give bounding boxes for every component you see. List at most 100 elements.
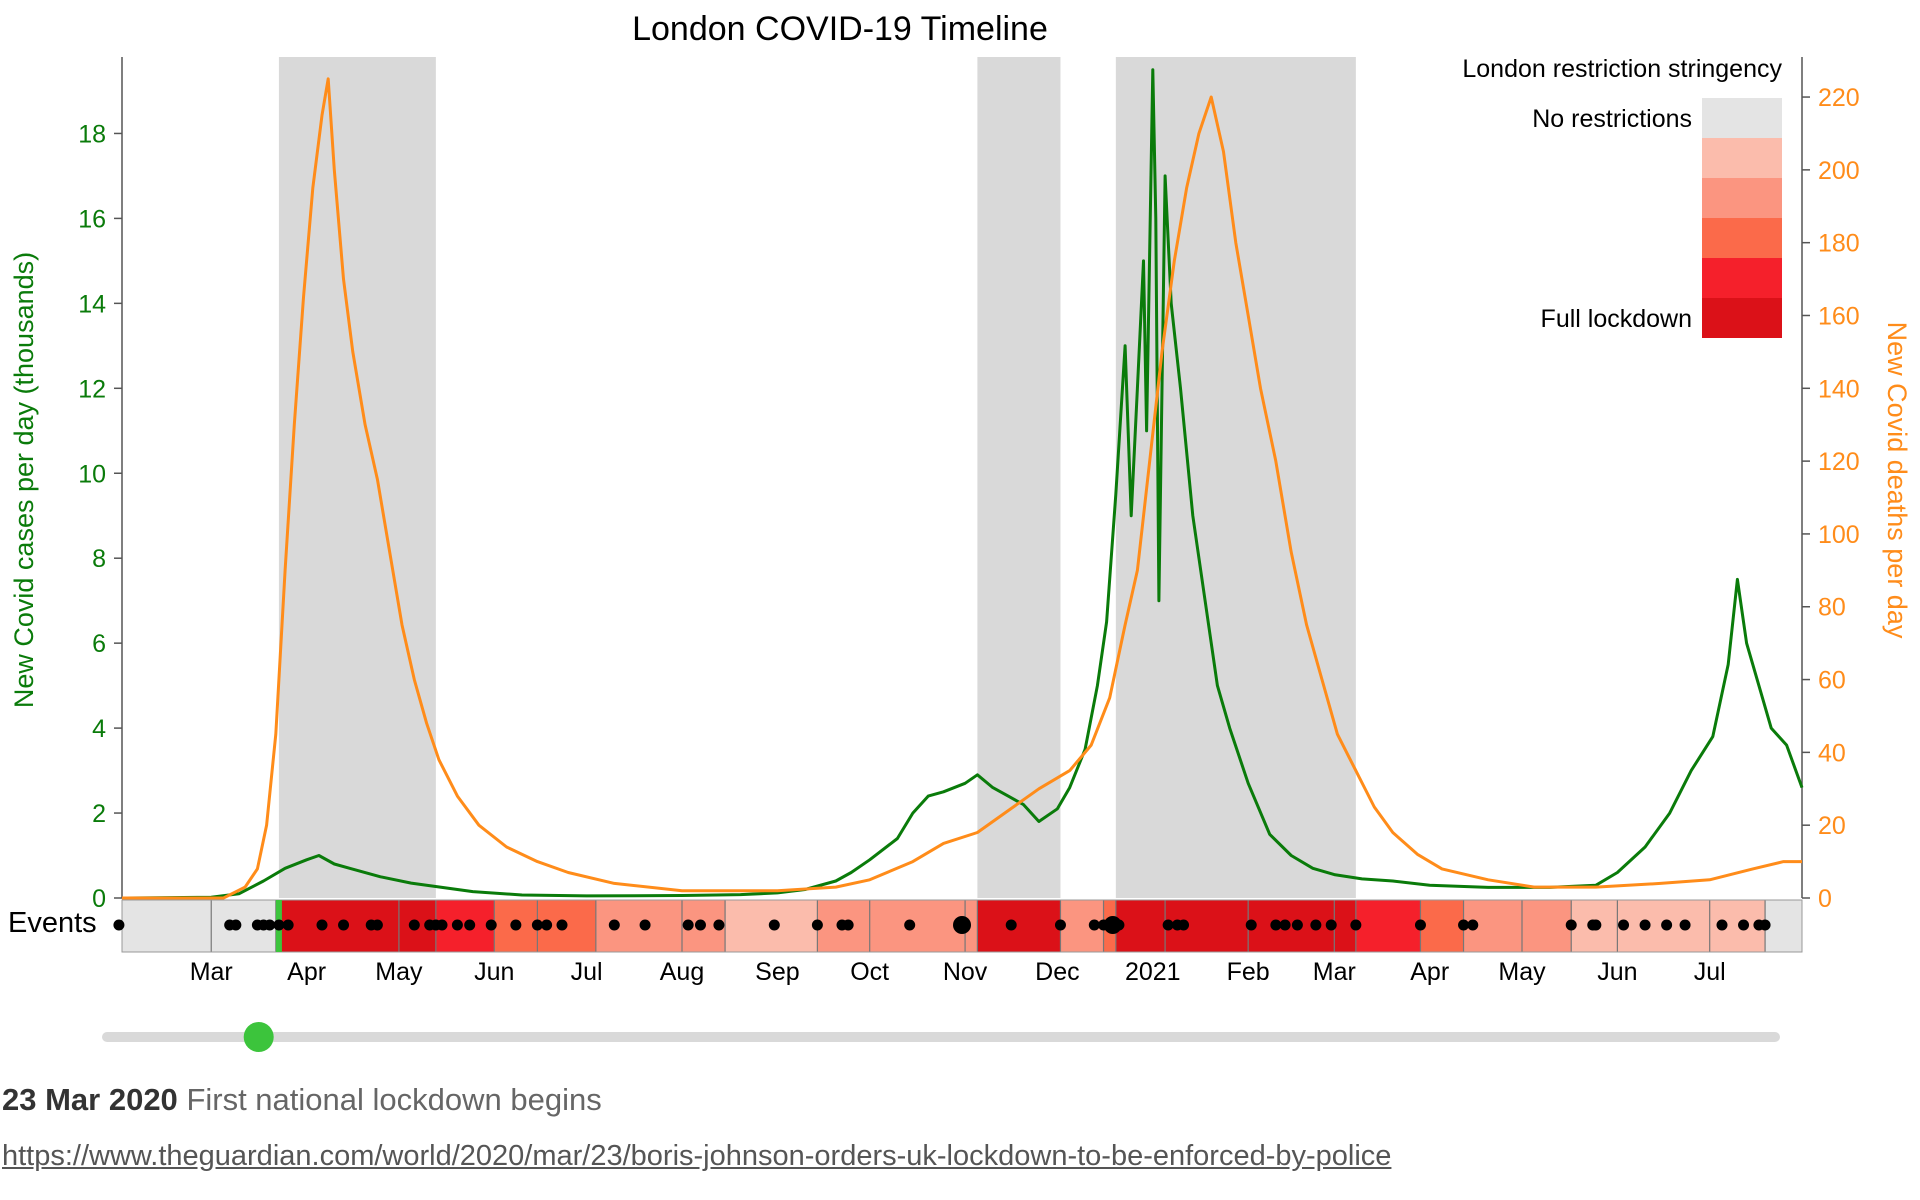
month-tick-label: Jun bbox=[1597, 958, 1637, 986]
deaths-tick-label: 160 bbox=[1818, 302, 1860, 330]
event-dot[interactable] bbox=[1088, 919, 1100, 931]
event-dot[interactable] bbox=[510, 919, 522, 931]
event-dot[interactable] bbox=[1178, 919, 1190, 931]
month-tick-label: Aug bbox=[660, 958, 704, 986]
deaths-tick-label: 220 bbox=[1818, 84, 1860, 112]
lockdown-band bbox=[977, 57, 1061, 898]
cases-tick-label: 12 bbox=[78, 375, 106, 403]
event-dot[interactable] bbox=[1325, 919, 1337, 931]
stringency-segment bbox=[965, 900, 978, 952]
stringency-segment bbox=[595, 900, 682, 952]
event-dot[interactable] bbox=[408, 919, 420, 931]
event-dot[interactable] bbox=[230, 919, 242, 931]
deaths-tick-label: 20 bbox=[1818, 812, 1846, 840]
cases-tick-label: 16 bbox=[78, 205, 106, 233]
event-dot[interactable] bbox=[338, 919, 350, 931]
stringency-segment bbox=[869, 900, 966, 952]
event-dot[interactable] bbox=[1618, 919, 1630, 931]
event-dot[interactable] bbox=[371, 919, 383, 931]
event-dot[interactable] bbox=[1270, 919, 1282, 931]
deaths-tick-label: 40 bbox=[1818, 739, 1846, 767]
event-dot[interactable] bbox=[1279, 919, 1291, 931]
events-row[interactable] bbox=[113, 899, 1803, 953]
event-dot[interactable] bbox=[1162, 919, 1174, 931]
legend-top-label: No restrictions bbox=[1532, 105, 1692, 133]
event-dot[interactable] bbox=[1467, 919, 1479, 931]
event-dot[interactable] bbox=[904, 919, 916, 931]
event-dot[interactable] bbox=[953, 916, 971, 934]
event-dot[interactable] bbox=[316, 919, 328, 931]
event-dot[interactable] bbox=[264, 919, 276, 931]
event-dot[interactable] bbox=[1350, 919, 1362, 931]
legend-swatches bbox=[1702, 98, 1782, 338]
event-dot[interactable] bbox=[451, 919, 463, 931]
event-dot[interactable] bbox=[713, 919, 725, 931]
deaths-tick-label: 120 bbox=[1818, 448, 1860, 476]
event-dot[interactable] bbox=[556, 919, 568, 931]
lockdown-band bbox=[278, 57, 436, 898]
month-tick-label: Nov bbox=[943, 958, 988, 986]
event-dot[interactable] bbox=[1661, 919, 1673, 931]
event-dot[interactable] bbox=[464, 919, 476, 931]
timeline-slider[interactable] bbox=[102, 1022, 1780, 1052]
chart-title: London COVID-19 Timeline bbox=[632, 10, 1048, 48]
event-dot[interactable] bbox=[1679, 919, 1691, 931]
legend-title: London restriction stringency bbox=[1462, 55, 1782, 83]
event-dot[interactable] bbox=[682, 919, 694, 931]
event-dot[interactable] bbox=[282, 919, 294, 931]
event-dot[interactable] bbox=[541, 919, 553, 931]
event-dot[interactable] bbox=[1458, 919, 1470, 931]
event-dot[interactable] bbox=[768, 919, 780, 931]
events-label: Events bbox=[8, 907, 97, 939]
event-dot[interactable] bbox=[811, 919, 823, 931]
event-dot[interactable] bbox=[485, 919, 497, 931]
legend-swatch bbox=[1702, 178, 1782, 218]
month-tick-label: Jul bbox=[1694, 958, 1726, 986]
event-dot[interactable] bbox=[1310, 919, 1322, 931]
deaths-tick-label: 0 bbox=[1818, 885, 1832, 913]
deaths-tick-label: 180 bbox=[1818, 230, 1860, 258]
event-dot[interactable] bbox=[1738, 919, 1750, 931]
legend-bottom-label: Full lockdown bbox=[1541, 305, 1692, 333]
event-dot[interactable] bbox=[1716, 919, 1728, 931]
event-dot[interactable] bbox=[1291, 919, 1303, 931]
selected-event-link[interactable]: https://www.theguardian.com/world/2020/m… bbox=[2, 1140, 1392, 1172]
event-dot[interactable] bbox=[608, 919, 620, 931]
event-dot[interactable] bbox=[531, 919, 543, 931]
event-dot[interactable] bbox=[842, 919, 854, 931]
slider-track[interactable] bbox=[102, 1032, 1780, 1042]
event-dot[interactable] bbox=[1639, 919, 1651, 931]
cases-tick-label: 14 bbox=[78, 290, 106, 318]
slider-handle[interactable] bbox=[243, 1022, 274, 1052]
deaths-tick-label: 100 bbox=[1818, 521, 1860, 549]
month-tick-label: Jul bbox=[571, 958, 603, 986]
month-tick-label: Mar bbox=[190, 958, 233, 986]
event-dot[interactable] bbox=[1005, 919, 1017, 931]
event-dot[interactable] bbox=[1565, 919, 1577, 931]
month-tick-label: Apr bbox=[287, 958, 326, 986]
selected-event-date: 23 Mar 2020 bbox=[2, 1082, 178, 1117]
event-dot[interactable] bbox=[694, 919, 706, 931]
month-axis: Mar Apr May Jun Jul Aug Sep Oct Nov Dec 2021 Feb Mar… bbox=[190, 958, 1726, 986]
event-dot[interactable] bbox=[1054, 919, 1066, 931]
stringency-segment bbox=[1765, 900, 1802, 952]
legend-swatch bbox=[1702, 98, 1782, 138]
deaths-tick-label: 80 bbox=[1818, 594, 1846, 622]
event-dot[interactable] bbox=[113, 919, 125, 931]
deaths-tick-label: 60 bbox=[1818, 667, 1846, 695]
event-dot[interactable] bbox=[1245, 919, 1257, 931]
legend: London restriction stringency No restric… bbox=[1462, 55, 1782, 338]
stringency-segment bbox=[1334, 900, 1356, 952]
event-dot[interactable] bbox=[436, 919, 448, 931]
cases-tick-label: 4 bbox=[92, 715, 106, 743]
stringency-segment bbox=[1420, 900, 1464, 952]
event-dot[interactable] bbox=[1759, 919, 1771, 931]
event-dot[interactable] bbox=[1414, 919, 1426, 931]
event-dot[interactable] bbox=[639, 919, 651, 931]
event-dot[interactable] bbox=[273, 919, 285, 931]
cases-tick-label: 18 bbox=[78, 120, 106, 148]
cases-tick-label: 6 bbox=[92, 630, 106, 658]
event-dot[interactable] bbox=[1590, 919, 1602, 931]
event-dot[interactable] bbox=[1113, 919, 1125, 931]
selected-event: 23 Mar 2020 First national lockdown begi… bbox=[2, 1082, 602, 1118]
